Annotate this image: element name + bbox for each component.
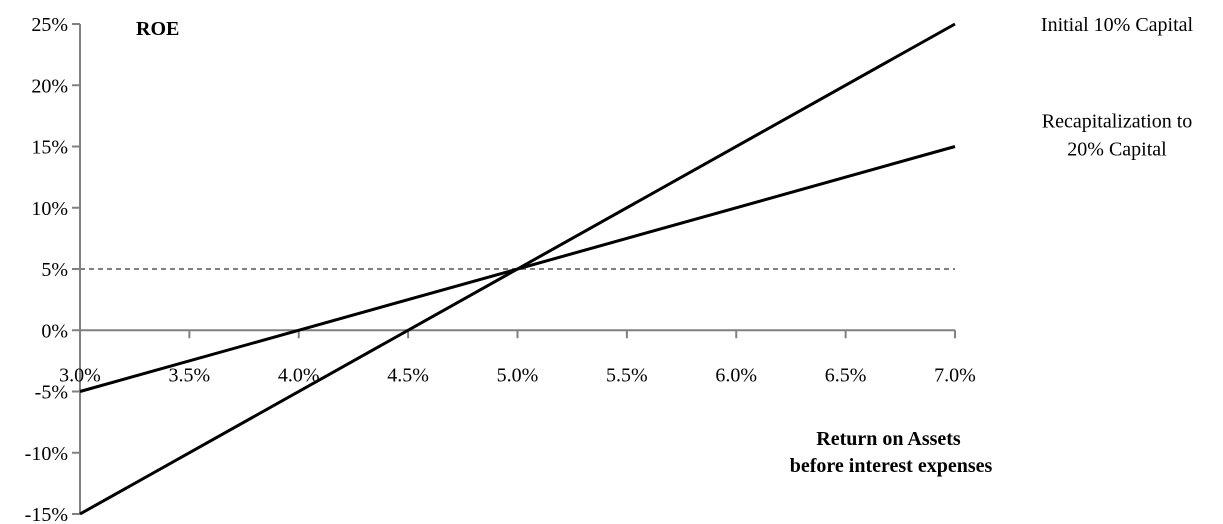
y-tick-label: 5% [41, 259, 68, 281]
y-tick-label: 10% [31, 198, 68, 220]
y-axis-title: ROE [136, 18, 179, 40]
series-label-line: Recapitalization to [1042, 111, 1193, 133]
x-axis-title-line-2: before interest expenses [790, 455, 993, 477]
y-tick-label: -5% [35, 382, 68, 404]
y-tick-label: 0% [41, 320, 68, 342]
x-tick-label: 7.0% [934, 364, 976, 386]
x-tick-label: 4.0% [278, 364, 320, 386]
y-tick-label: 15% [31, 137, 68, 159]
x-tick-label: 5.5% [606, 364, 648, 386]
x-axis-ticks: 3.0% 3.5% 4.0% 4.5% 5.0% 5.5% 6.0% 6.5% 7.0% [59, 330, 976, 386]
series-label-line: 20% Capital [1067, 139, 1167, 161]
x-tick-label: 3.0% [59, 364, 101, 386]
y-tick-label: 25% [31, 14, 68, 36]
series-labels: Initial 10% Capital Recapitalization to 20… [1041, 14, 1194, 161]
y-tick-label: -10% [25, 443, 68, 465]
x-tick-label: 5.0% [497, 364, 539, 386]
y-tick-label: -15% [25, 504, 68, 524]
x-axis-title: Return on Assets before interest expense… [790, 428, 993, 477]
series-label-2: Recapitalization to 20% Capital [1042, 111, 1193, 161]
y-tick-label: 20% [31, 75, 68, 97]
x-tick-label: 6.5% [825, 364, 867, 386]
x-tick-label: 3.5% [169, 364, 211, 386]
x-tick-label: 4.5% [387, 364, 429, 386]
series-label-line: Initial 10% Capital [1041, 14, 1194, 36]
series-lines [79, 22, 956, 516]
axes: 25% 20% 15% 10% 5% 0% -5% -10% -15% 3.0% 3.5% 4.0%… [25, 14, 976, 524]
series-line-2 [79, 145, 956, 393]
x-axis-title-line-1: Return on Assets [816, 428, 961, 450]
y-axis-ticks: 25% 20% 15% 10% 5% 0% -5% -10% -15% [25, 14, 80, 524]
series-label-1: Initial 10% Capital [1041, 14, 1194, 36]
x-tick-label: 6.0% [715, 364, 757, 386]
